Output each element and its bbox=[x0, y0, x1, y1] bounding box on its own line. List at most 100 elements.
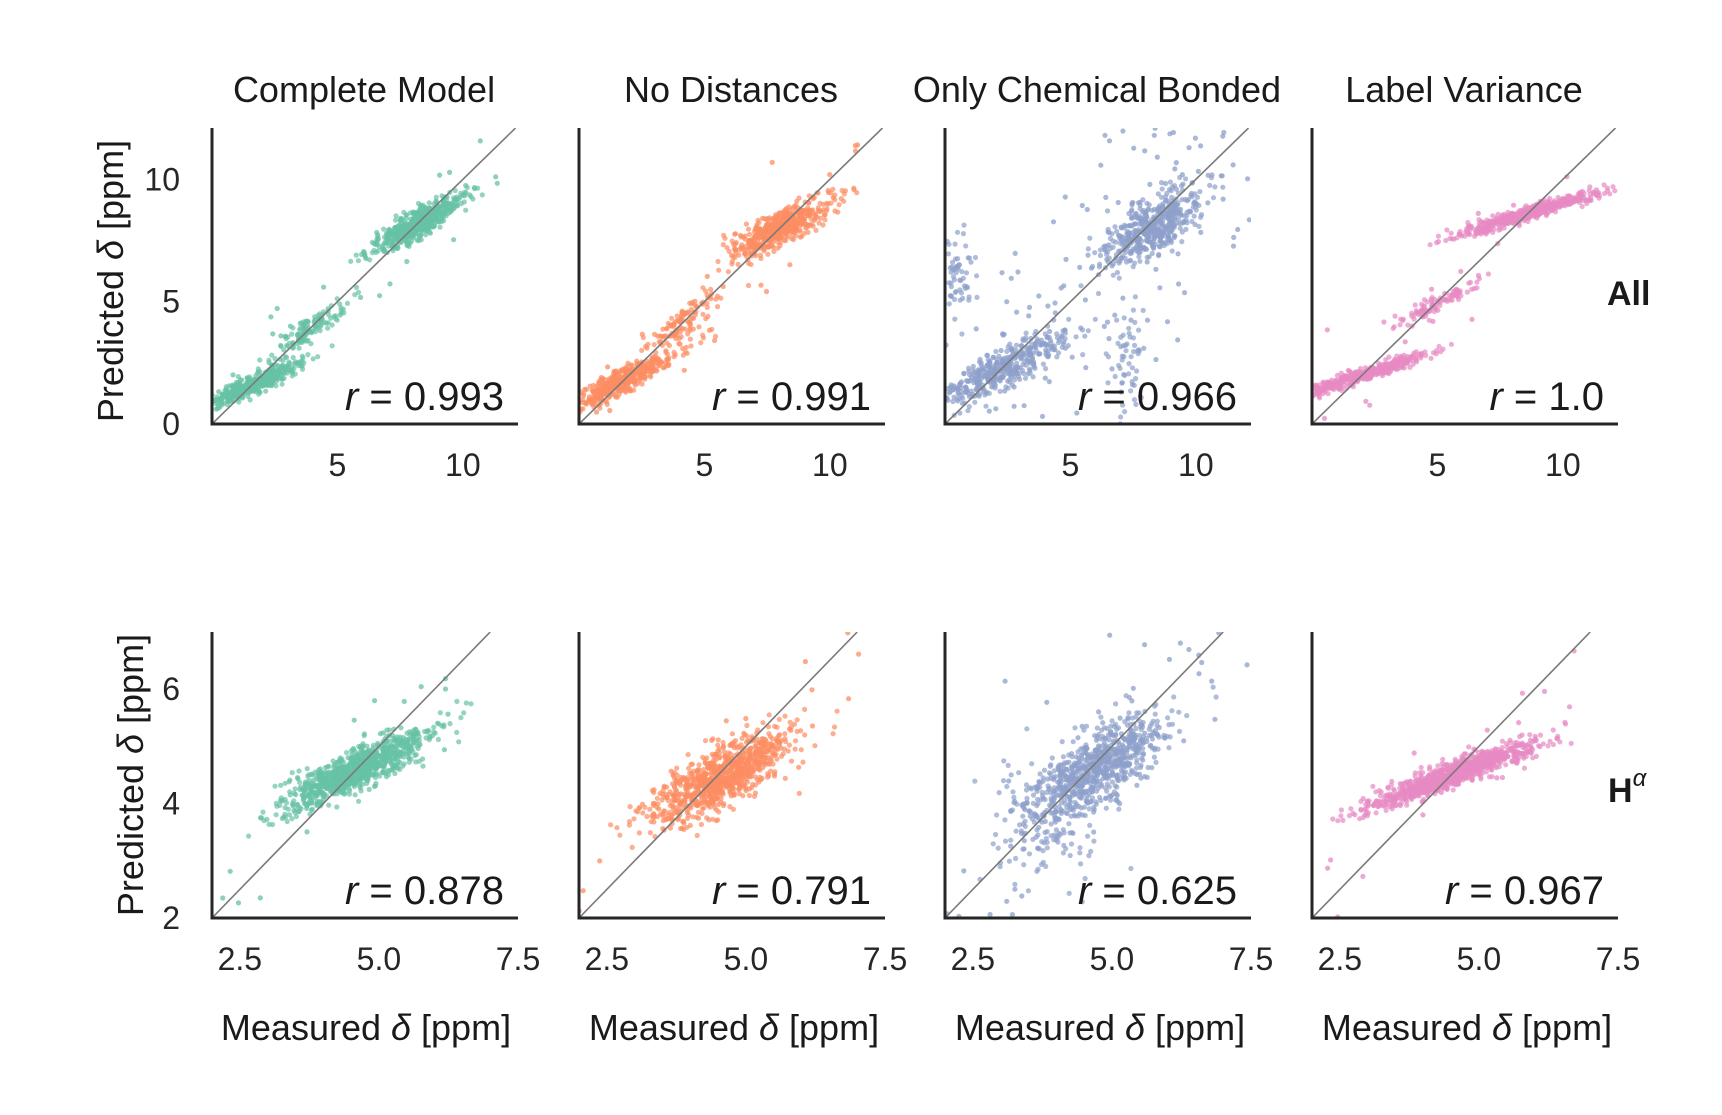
scatter-point bbox=[410, 748, 416, 755]
scatter-point bbox=[605, 364, 611, 370]
scatter-point bbox=[799, 233, 805, 239]
scatter-point bbox=[1014, 309, 1020, 315]
scatter-point bbox=[1388, 360, 1395, 367]
scatter-point bbox=[1130, 307, 1136, 313]
scatter-point bbox=[297, 339, 303, 345]
scatter-point bbox=[442, 204, 449, 210]
scatter-point bbox=[1120, 402, 1126, 408]
scatter-point bbox=[1017, 376, 1023, 382]
scatter-point bbox=[1475, 210, 1481, 216]
scatter-point bbox=[1168, 188, 1174, 194]
scatter-point bbox=[763, 288, 770, 295]
scatter-point bbox=[374, 235, 380, 241]
scatter-point bbox=[986, 408, 992, 414]
scatter-point bbox=[341, 310, 347, 316]
scatter-point bbox=[1401, 359, 1407, 365]
scatter-point bbox=[946, 390, 952, 396]
scatter-point bbox=[1197, 189, 1203, 195]
scatter-point bbox=[1133, 401, 1139, 407]
scatter-point bbox=[1045, 354, 1051, 360]
scatter-point bbox=[1230, 243, 1237, 249]
scatter-point bbox=[1328, 384, 1335, 390]
scatter-point bbox=[458, 715, 464, 721]
scatter-point bbox=[1521, 207, 1527, 213]
scatter-point bbox=[1430, 350, 1437, 356]
scatter-point bbox=[1052, 300, 1058, 306]
scatter-point bbox=[787, 262, 793, 268]
scatter-point bbox=[1336, 384, 1342, 390]
scatter-point bbox=[308, 330, 315, 336]
scatter-point bbox=[1104, 256, 1110, 262]
scatter-point bbox=[1159, 222, 1166, 228]
scatter-point bbox=[428, 222, 434, 228]
scatter-point bbox=[1179, 239, 1185, 245]
scatter-point bbox=[1467, 231, 1473, 238]
scatter-point bbox=[1231, 234, 1237, 240]
scatter-point bbox=[966, 297, 972, 303]
scatter-point bbox=[1083, 365, 1089, 371]
scatter-point bbox=[1159, 234, 1165, 240]
scatter-points bbox=[1312, 174, 1618, 421]
scatter-point bbox=[280, 357, 286, 363]
x-label-symbol: δ bbox=[1125, 1007, 1146, 1048]
scatter-point bbox=[1004, 348, 1010, 354]
scatter-point bbox=[1404, 353, 1411, 360]
scatter-point bbox=[961, 222, 967, 228]
scatter-point bbox=[1527, 213, 1533, 219]
scatter-point bbox=[216, 389, 222, 395]
scatter-point bbox=[980, 367, 986, 373]
scatter-point bbox=[770, 244, 777, 250]
scatter-point bbox=[1112, 312, 1118, 318]
scatter-point bbox=[1167, 222, 1173, 228]
axis-spines bbox=[943, 128, 1251, 426]
scatter-point bbox=[409, 219, 415, 225]
scatter-point bbox=[334, 317, 340, 323]
scatter-point bbox=[1022, 375, 1029, 381]
scatter-point bbox=[642, 362, 648, 368]
scatter-point bbox=[215, 405, 221, 411]
scatter-point bbox=[1167, 179, 1173, 185]
scatter-point bbox=[1042, 375, 1048, 381]
scatter-point bbox=[273, 362, 279, 368]
scatter-point bbox=[1033, 340, 1039, 346]
col-title-only-chemical-bonded: Only Chemical Bonded bbox=[913, 69, 1281, 110]
scatter-point bbox=[636, 369, 642, 375]
scatter-point bbox=[1004, 299, 1010, 305]
y-tick-label: 5 bbox=[162, 284, 180, 320]
scatter-point bbox=[1137, 202, 1143, 208]
scatter-point bbox=[1085, 252, 1091, 258]
scatter-point bbox=[389, 238, 395, 244]
scatter-point bbox=[1153, 356, 1159, 363]
scatter-point bbox=[1102, 243, 1108, 249]
scatter-point bbox=[1118, 224, 1124, 230]
scatter-point bbox=[692, 312, 698, 318]
scatter-point bbox=[1131, 397, 1138, 403]
scatter-point bbox=[287, 323, 293, 329]
scatter-point bbox=[412, 228, 418, 234]
scatter-point bbox=[1142, 148, 1148, 154]
scatter-point bbox=[1011, 403, 1017, 409]
scatter-point bbox=[606, 380, 612, 386]
scatter-point bbox=[281, 347, 287, 353]
scatter-point bbox=[1578, 189, 1584, 195]
scatter-point bbox=[1033, 328, 1039, 335]
scatter-point bbox=[1149, 207, 1155, 213]
scatter-point bbox=[1448, 341, 1454, 347]
scatter-point bbox=[386, 234, 392, 240]
scatter-point bbox=[437, 710, 443, 716]
scatter-point bbox=[1187, 209, 1194, 215]
scatter-point bbox=[1136, 249, 1142, 256]
scatter-point bbox=[1043, 350, 1049, 356]
scatter-point bbox=[811, 217, 818, 223]
scatter-point bbox=[1121, 315, 1127, 321]
x-tick-label: 10 bbox=[1545, 447, 1581, 483]
scatter-point bbox=[745, 282, 752, 289]
scatter-point bbox=[299, 353, 305, 359]
scatter-point bbox=[669, 315, 675, 321]
scatter-point bbox=[293, 813, 299, 820]
scatter-point bbox=[1181, 218, 1187, 224]
scatter-point bbox=[358, 294, 364, 300]
scatter-point bbox=[393, 217, 399, 223]
scatter-point bbox=[1126, 361, 1132, 367]
scatter-point bbox=[1510, 202, 1517, 208]
